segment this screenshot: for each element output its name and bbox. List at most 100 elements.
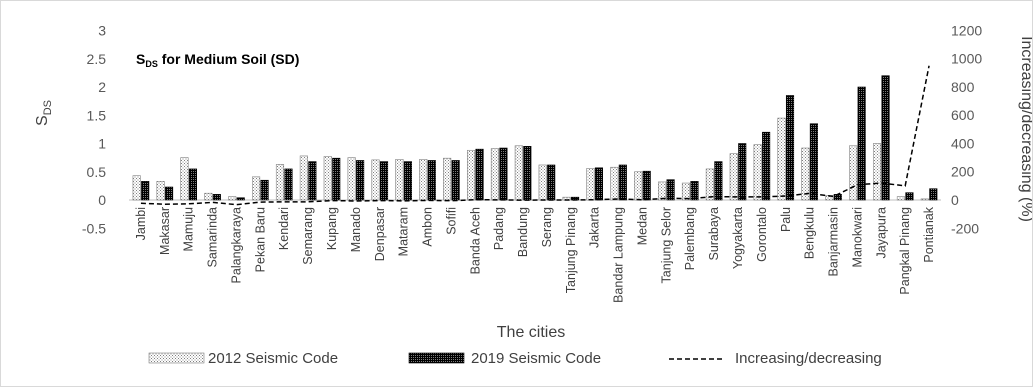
- x-tick-label: Jambi: [134, 207, 148, 240]
- bar-2019: [523, 146, 532, 201]
- plot-area: -0.5 0 0.5 1 1.5 2 2.5 3 -200 0 200 400 600 800 1000 12…: [82, 22, 982, 302]
- y2-tick-label: 400: [951, 135, 975, 151]
- bar-2012: [705, 168, 714, 201]
- x-tick-label: Makasar: [158, 207, 172, 255]
- bar-2012: [395, 159, 404, 201]
- y-axis-title-sub: DS: [42, 100, 54, 115]
- bar-2012: [252, 176, 261, 201]
- legend-label-2012: 2012 Seismic Code: [208, 350, 338, 367]
- bar-2019: [594, 167, 604, 201]
- bar-2019: [236, 197, 245, 201]
- bar-2012: [634, 171, 643, 201]
- x-tick-label: Banjarmasin: [827, 207, 841, 277]
- legend-label-trend: Increasing/decreasing: [735, 350, 882, 367]
- bar-2012: [896, 196, 905, 201]
- x-tick-label: Mamuju: [182, 207, 196, 252]
- bar-2019: [356, 160, 365, 201]
- x-tick-label: Semarang: [301, 207, 315, 265]
- y2-axis-title: Increasing/decreasing (%): [1018, 36, 1032, 222]
- bar-2019: [809, 123, 818, 201]
- y-tick-label: 0.5: [87, 164, 107, 180]
- x-tick-label: Tanjung Selor: [659, 207, 673, 283]
- bar-2019: [379, 161, 389, 201]
- bar-2012: [801, 147, 810, 201]
- x-tick-label: Pangkal Pinang: [898, 207, 912, 295]
- bar-2012: [443, 157, 452, 201]
- bar-2012: [204, 192, 213, 201]
- bar-2012: [538, 164, 547, 201]
- bar-2019: [666, 179, 675, 201]
- chart-title: SDS for Medium Soil (SD): [136, 51, 299, 69]
- bar-2019: [475, 148, 484, 201]
- bar-2019: [260, 179, 269, 201]
- y-tick-label: 1.5: [87, 107, 107, 123]
- y2-tick-label: 200: [951, 164, 975, 180]
- bar-2012: [299, 155, 308, 201]
- legend-swatch-2012: [148, 352, 205, 364]
- y-tick-label: -0.5: [82, 220, 106, 236]
- bar-2012: [681, 182, 691, 201]
- bar-2012: [466, 149, 476, 201]
- chart-title-sub: DS: [145, 59, 158, 69]
- bar-2012: [371, 159, 380, 201]
- x-tick-label: Medan: [635, 207, 649, 245]
- x-tick-label: Sofifi: [444, 207, 458, 235]
- bar-2019: [905, 192, 914, 201]
- x-tick-label: Manado: [349, 207, 363, 252]
- bar-2012: [490, 148, 499, 201]
- bar-2019: [762, 131, 771, 201]
- chart-title-main: S: [136, 51, 145, 67]
- bar-2019: [427, 160, 436, 201]
- x-tick-label: Palu: [779, 207, 793, 232]
- chart-title-rest: for Medium Soil (SD): [158, 51, 300, 67]
- x-axis-title: The cities: [497, 324, 565, 341]
- bar-2012: [920, 198, 929, 201]
- y2-tick-label: -200: [951, 220, 979, 236]
- bar-2012: [419, 159, 428, 201]
- x-tick-label: Padang: [492, 207, 506, 250]
- y2-tick-label: 1000: [951, 51, 982, 67]
- legend-swatch-2019: [408, 352, 465, 364]
- y-axis-title: SDS: [34, 100, 54, 126]
- x-tick-label: Kendari: [277, 207, 291, 250]
- y-tick-label: 3: [98, 23, 106, 39]
- x-tick-label: Jakarta: [588, 207, 602, 248]
- bar-2019: [714, 161, 723, 201]
- x-tick-label: Palangkaraya: [229, 207, 243, 283]
- x-tick-label: Bandar Lampung: [612, 207, 626, 303]
- bar-2012: [872, 143, 882, 201]
- y2-tick-label: 800: [951, 79, 975, 95]
- bar-2012: [347, 157, 356, 201]
- bar-2019: [547, 164, 556, 201]
- bar-2019: [141, 181, 150, 201]
- x-tick-label: Samarinda: [206, 207, 220, 267]
- legend: 2012 Seismic Code 2019 Seismic Code Increa…: [148, 350, 882, 367]
- bar-2019: [165, 186, 174, 201]
- y2-tick-label: 600: [951, 107, 975, 123]
- bar-2019: [188, 168, 198, 201]
- bar-2019: [881, 75, 890, 201]
- bar-2012: [729, 153, 738, 201]
- legend-label-2019: 2019 Seismic Code: [471, 350, 601, 367]
- x-tick-label: Surabaya: [707, 207, 721, 261]
- bar-2012: [156, 181, 165, 201]
- x-tick-label: Palembang: [683, 207, 697, 270]
- y2-tick-label: 1200: [951, 22, 982, 38]
- bar-2019: [690, 181, 699, 201]
- x-tick-label: Kupang: [325, 207, 339, 250]
- bar-2019: [738, 143, 747, 201]
- y2-tick-label: 0: [951, 192, 959, 208]
- x-tick-label: Yogyakarta: [731, 207, 745, 269]
- y-axis-title-main: S: [34, 115, 51, 126]
- bar-2019: [642, 170, 651, 201]
- x-tick-label: Jayapura: [874, 207, 888, 258]
- bar-2019: [212, 194, 221, 201]
- bar-2012: [132, 175, 141, 201]
- y-tick-label: 2: [98, 79, 106, 95]
- bar-2012: [586, 168, 595, 201]
- bar-2019: [499, 147, 508, 201]
- bar-2012: [610, 166, 619, 201]
- bar-2019: [857, 86, 866, 201]
- x-tick-label: Gorontalo: [755, 207, 769, 262]
